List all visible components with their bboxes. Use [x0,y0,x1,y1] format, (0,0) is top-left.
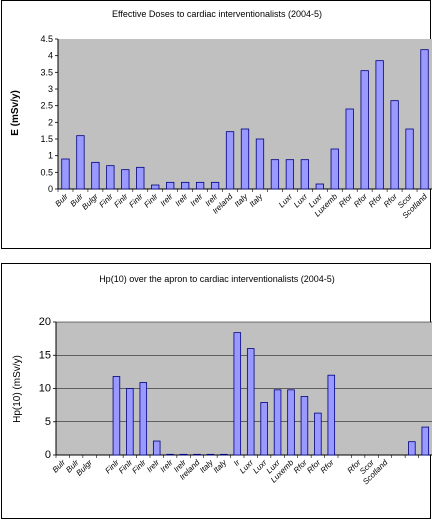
category-label: Finlr [97,192,115,210]
bar [285,159,295,190]
chart-panel-hp10: Hp(10) over the apron to cardiac interve… [1,263,432,519]
bar [126,388,134,456]
category-label: Rfor [382,192,399,209]
bar [314,412,322,456]
y-axis-label: Hp(10) (mSv/y) [12,355,23,423]
bar [240,128,250,190]
bar [405,128,414,190]
bar [300,159,309,190]
bar [139,382,148,456]
bar [300,396,309,456]
y-tick-label: 2 [48,117,53,127]
y-tick-label: 4.5 [40,34,53,44]
category-label: Luxr [292,192,310,210]
bar [233,332,242,456]
y-tick-label: 20 [39,316,51,328]
bar [152,440,161,456]
bar [220,453,228,456]
category-label: Italy [248,191,265,208]
bar [181,181,190,190]
bar [315,183,324,190]
category-label: Rfor [367,192,384,209]
bar [206,453,215,456]
bar [345,108,354,190]
bar [106,165,115,190]
bar [255,138,265,190]
category-label: Irelr [159,192,175,208]
bar [136,166,145,190]
bar [179,453,188,456]
bar [408,441,416,456]
y-tick-label: 10 [39,383,51,395]
y-tick-label: 3.5 [40,67,53,77]
y-tick-label: 1 [48,151,53,161]
bar [260,402,268,456]
bar [193,453,201,456]
category-label: Finlr [142,192,160,210]
bar [151,184,160,190]
category-label: Ir [232,458,242,468]
bar [112,376,121,456]
category-label: Rfor [319,458,336,475]
bar [246,348,255,456]
y-tick-label: 15 [39,349,51,361]
bar [287,389,295,456]
bar [421,426,430,456]
bar [330,148,339,190]
y-tick-label: 0.5 [40,167,53,177]
bar [121,169,130,190]
bar [195,181,205,190]
chart-title: Hp(10) over the apron to cardiac interve… [99,274,335,284]
y-tick-label: 2.5 [40,101,53,111]
y-tick-label: 4 [48,51,53,61]
category-label: Bulgr [80,192,100,212]
bar [210,181,220,190]
bar [61,158,70,190]
bar [166,181,175,190]
chart-title: Effective Doses to cardiac interventiona… [112,9,322,19]
category-label: Luxr [277,192,295,210]
category-label: Bulr [53,192,70,209]
bar [390,100,399,190]
bar [91,161,100,190]
bar [270,159,280,190]
bar [360,70,369,190]
y-tick-label: 0 [45,449,51,461]
category-label: Irelr [188,192,204,208]
y-axis-label: E (mSv/y) [10,90,21,136]
chart-panel-effective-dose: Effective Doses to cardiac interventiona… [1,0,432,249]
bar [166,453,174,456]
y-tick-label: 3 [48,84,53,94]
category-label: Rfor [352,192,369,209]
y-tick-label: 1.5 [40,134,53,144]
category-label: Italy [233,191,250,208]
bar [76,135,85,190]
y-tick-label: 5 [45,416,51,428]
category-label: Finlr [127,192,145,210]
category-label: Irelr [173,192,189,208]
category-label: Rfor [337,192,354,209]
y-tick-label: 0 [48,184,53,194]
category-label: Italy [212,457,229,474]
bar [225,131,235,190]
bar [420,49,429,190]
chart-effective-dose: Effective Doses to cardiac interventiona… [10,9,432,220]
bar [327,374,336,456]
category-label: Bulgr [74,458,94,478]
bar [273,389,282,456]
category-label: Finlr [112,192,130,210]
bar [375,60,384,190]
chart-hp10: Hp(10) over the apron to cardiac interve… [12,274,432,486]
